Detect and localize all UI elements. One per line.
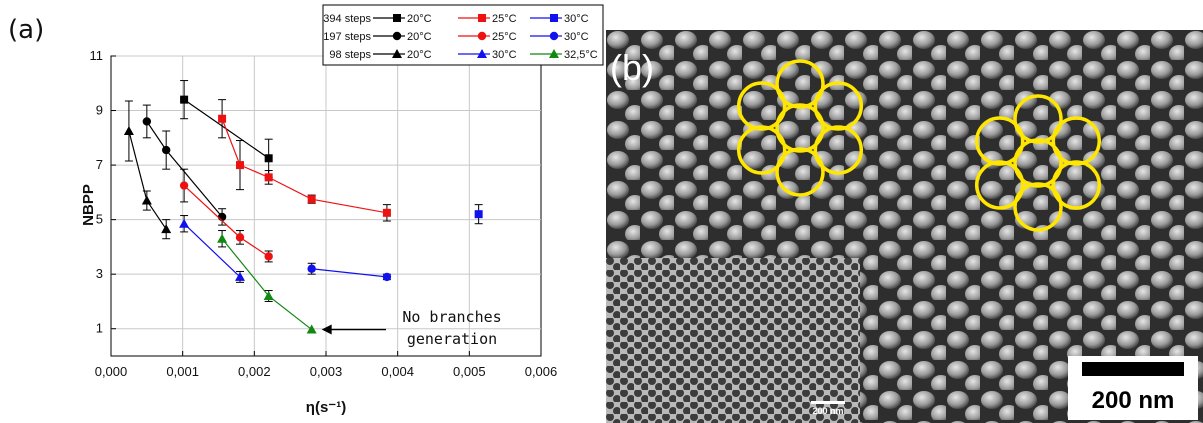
sem-micrograph: (b) 200 nm 200 nm: [606, 30, 1203, 423]
data-point: [161, 145, 171, 155]
legend-series-label: 30°C: [564, 13, 589, 25]
y-tick-label: 3: [96, 266, 103, 281]
data-point: [236, 161, 244, 170]
grid: [111, 55, 541, 356]
highlight-circle: [974, 116, 1025, 166]
panel-a-label: (a): [8, 15, 44, 45]
series-group: [474, 204, 483, 225]
highlight-circle: [775, 103, 825, 153]
highlight-circle: [974, 160, 1025, 210]
highlight-circle: [775, 59, 825, 109]
highlight-circle: [1051, 116, 1102, 166]
data-point: [307, 264, 316, 273]
highlight-circle: [1013, 94, 1063, 144]
x-tick-label: 0,000: [95, 364, 128, 379]
data-point: [180, 95, 189, 104]
x-tick-label: 0,005: [453, 364, 486, 379]
x-tick-label: 0,006: [525, 364, 558, 379]
scale-bar-label: 200 nm: [1092, 387, 1175, 414]
y-tick-label: 7: [96, 157, 103, 172]
data-point: [179, 218, 190, 228]
data-point: [142, 117, 152, 126]
data-point: [218, 114, 227, 123]
data-point: [123, 126, 134, 135]
highlight-circle: [736, 125, 787, 175]
highlight-circles: [736, 59, 1102, 232]
legend-series-label: 25°C: [492, 13, 517, 25]
x-tick-label: 0,002: [238, 364, 271, 379]
data-series: [123, 80, 483, 334]
y-axis-label: NBPP: [80, 184, 97, 226]
legend-group-label: 197 steps: [323, 31, 371, 43]
data-point: [235, 233, 245, 242]
data-point: [263, 291, 274, 300]
highlight-circle: [813, 81, 864, 131]
data-point: [264, 154, 273, 163]
highlight-circle: [1013, 138, 1063, 188]
series-line: [128, 130, 167, 230]
highlight-circle: [1013, 182, 1063, 232]
data-point: [179, 181, 189, 190]
highlight-circle: [813, 125, 864, 175]
data-point: [264, 252, 273, 261]
legend-series-label: 20°C: [407, 49, 432, 61]
y-tick-label: 5: [96, 212, 103, 227]
y-tick-label: 9: [96, 103, 103, 118]
x-axis-label: η(s⁻¹): [306, 399, 346, 416]
inset-scale-bar-line: [811, 401, 845, 404]
y-tick-label: 11: [90, 48, 104, 63]
scale-bar-line: [1082, 362, 1184, 376]
series-group: [217, 230, 317, 334]
legend: 394 steps 20°C 25°C 30°C 197 steps 20°C 25°C 30…: [322, 4, 604, 66]
data-point: [382, 272, 392, 282]
x-tick-label: 0,001: [166, 364, 199, 379]
legend-series-label: 20°C: [407, 31, 432, 43]
annotation-arrow-head: [321, 324, 332, 335]
inset-scale-bar-label: 200 nm: [812, 406, 843, 416]
data-point: [217, 233, 228, 243]
data-point: [141, 195, 152, 205]
sem-image: (b) 200 nm 200 nm: [606, 30, 1203, 423]
highlight-circle: [1051, 160, 1102, 210]
series-line: [221, 238, 313, 331]
series-line: [311, 268, 387, 278]
data-point: [306, 324, 317, 334]
series-group: [218, 99, 391, 222]
data-point: [307, 195, 316, 204]
data-point: [474, 210, 483, 219]
series-line: [221, 118, 388, 214]
annotation-line-1: No branches: [402, 308, 501, 326]
series-group: [179, 215, 245, 283]
legend-series-label: 30°C: [564, 31, 589, 43]
data-point: [235, 271, 245, 281]
legend-series-label: 25°C: [492, 31, 517, 43]
nbpp-chart: (a) 0,000 0,001 0,002 0,003 0,004 0,005 0,006 1…: [8, 4, 604, 416]
series-group: [142, 104, 227, 226]
x-tick-label: 0,003: [310, 364, 343, 379]
annotation-line-2: generation: [407, 330, 497, 348]
inset-image: [606, 258, 860, 423]
series-group: [123, 100, 172, 240]
data-point: [382, 208, 391, 217]
highlight-circle: [775, 147, 825, 197]
data-point: [264, 173, 273, 182]
series-group: [307, 262, 392, 282]
data-point: [161, 224, 172, 234]
data-point: [217, 212, 227, 222]
y-tick-label: 1: [96, 321, 103, 336]
panel-b-label: (b): [610, 47, 654, 88]
annotation: No branches generation: [321, 308, 502, 348]
highlight-circle: [736, 81, 787, 131]
series-group: [179, 168, 273, 263]
legend-series-label: 30°C: [492, 49, 517, 61]
series-line: [183, 223, 241, 278]
legend-series-label: 20°C: [407, 13, 432, 25]
series-line: [183, 185, 269, 257]
legend-series-label: 32,5°C: [564, 49, 598, 61]
x-tick-label: 0,004: [381, 364, 414, 379]
axis-ticks: 0,000 0,001 0,002 0,003 0,004 0,005 0,006 1 3 5 7 9…: [90, 48, 558, 379]
legend-group-label: 394 steps: [323, 13, 371, 25]
legend-group-label: 98 steps: [329, 49, 371, 61]
